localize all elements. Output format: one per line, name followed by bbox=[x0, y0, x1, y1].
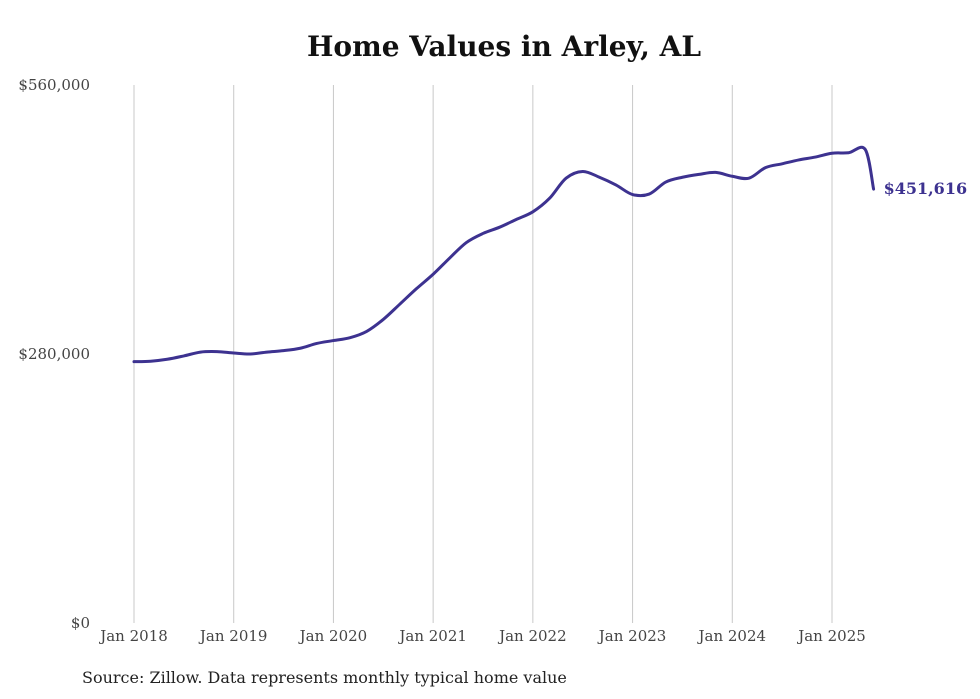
data-point bbox=[166, 358, 169, 361]
source-note: Source: Zillow. Data represents monthly … bbox=[82, 668, 567, 687]
x-tick-label: Jan 2025 bbox=[796, 627, 866, 645]
data-point bbox=[149, 360, 152, 363]
data-point bbox=[232, 352, 235, 355]
data-point bbox=[714, 171, 717, 174]
data-point bbox=[465, 241, 468, 244]
data-point bbox=[133, 360, 136, 363]
data-point bbox=[415, 287, 418, 290]
data-point bbox=[199, 351, 202, 354]
data-point bbox=[382, 318, 385, 321]
data-point bbox=[847, 151, 850, 154]
y-tick-label: $560,000 bbox=[18, 76, 90, 94]
series-line-0 bbox=[132, 145, 876, 364]
y-tick-label: $0 bbox=[71, 614, 90, 632]
data-point bbox=[797, 159, 800, 162]
data-point bbox=[299, 347, 302, 350]
data-point bbox=[365, 330, 368, 333]
data-point bbox=[249, 353, 252, 356]
data-point bbox=[498, 226, 501, 229]
data-point bbox=[448, 257, 451, 260]
end-value-layer: $451,616 bbox=[884, 179, 968, 198]
y-tick-label: $280,000 bbox=[18, 345, 90, 363]
data-point bbox=[531, 210, 534, 213]
data-point bbox=[764, 166, 767, 169]
data-point bbox=[216, 350, 219, 353]
x-tick-label: Jan 2022 bbox=[497, 627, 567, 645]
x-axis-tick-labels: Jan 2018 Jan 2019 Jan 2020 Jan 2021 Jan 2022… bbox=[98, 627, 866, 645]
data-point bbox=[399, 303, 402, 306]
end-value-label: $451,616 bbox=[884, 179, 968, 198]
x-tick-label: Jan 2021 bbox=[397, 627, 467, 645]
data-point bbox=[548, 197, 551, 200]
data-point bbox=[664, 181, 667, 184]
x-tick-label: Jan 2019 bbox=[198, 627, 268, 645]
data-point bbox=[581, 170, 584, 173]
data-point bbox=[831, 152, 834, 155]
data-point bbox=[864, 148, 867, 151]
data-point bbox=[482, 232, 485, 235]
data-point bbox=[282, 349, 285, 352]
data-point bbox=[814, 156, 817, 159]
data-point bbox=[598, 176, 601, 179]
x-tick-label: Jan 2023 bbox=[597, 627, 667, 645]
data-point bbox=[266, 351, 269, 354]
x-tick-label: Jan 2024 bbox=[697, 627, 767, 645]
data-point bbox=[781, 162, 784, 165]
y-axis-tick-labels: $0 $280,000 $560,000 bbox=[18, 76, 90, 632]
data-point bbox=[515, 218, 518, 221]
data-point bbox=[432, 273, 435, 276]
series-layer bbox=[132, 145, 876, 364]
x-tick-label: Jan 2020 bbox=[298, 627, 368, 645]
data-point bbox=[349, 336, 352, 339]
data-point bbox=[648, 193, 651, 196]
data-point bbox=[748, 177, 751, 180]
data-point bbox=[182, 355, 185, 358]
data-point bbox=[681, 176, 684, 179]
data-point bbox=[631, 193, 634, 196]
data-point bbox=[315, 342, 318, 345]
data-point bbox=[615, 184, 618, 187]
data-point bbox=[565, 177, 568, 180]
data-point bbox=[332, 339, 335, 342]
chart-title: Home Values in Arley, AL bbox=[306, 30, 702, 63]
data-point bbox=[731, 175, 734, 178]
x-tick-label: Jan 2018 bbox=[98, 627, 168, 645]
line-chart: $0$280,000$560,000 Jan 2018 Jan 2019 Jan 2… bbox=[18, 76, 968, 645]
data-point bbox=[872, 188, 875, 191]
data-point bbox=[698, 173, 701, 176]
